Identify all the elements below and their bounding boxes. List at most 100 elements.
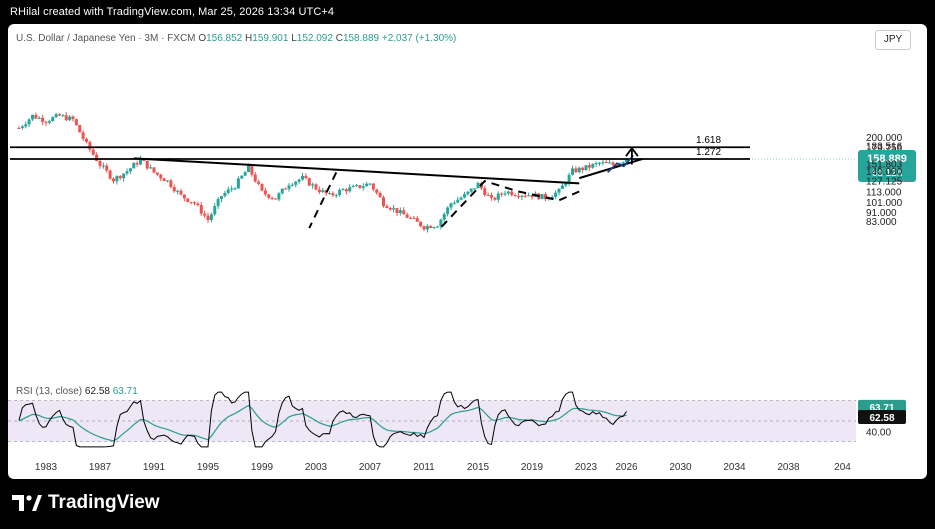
chart-attribution: RHilal created with TradingView.com, Mar… xyxy=(10,6,335,18)
candle-body xyxy=(540,194,544,200)
candle-body xyxy=(469,188,473,192)
candle-body xyxy=(392,208,396,210)
change-value: +2.037 (+1.30%) xyxy=(381,33,457,44)
candle-body xyxy=(149,167,153,169)
tradingview-logo: TradingView xyxy=(12,492,160,514)
trendline xyxy=(133,157,580,185)
candle-body xyxy=(24,124,28,127)
last-price-label: 158.889 xyxy=(867,153,907,165)
candle-body xyxy=(81,132,85,139)
candle-body xyxy=(307,178,311,186)
candle-body xyxy=(270,197,274,199)
candle-body xyxy=(31,114,34,120)
currency-button[interactable]: JPY xyxy=(875,30,911,50)
candle-body xyxy=(574,168,578,173)
candle-body xyxy=(101,165,105,167)
candle-body xyxy=(517,195,520,197)
time-axis[interactable]: 1983 1987 1991 1995 1999 2003 2007 2011 2015 2019… xyxy=(35,462,851,473)
candle-body xyxy=(398,210,402,214)
candle-body xyxy=(587,165,591,168)
price-axis-label: 91.000 xyxy=(866,208,897,219)
candle-body xyxy=(486,195,490,197)
candle-body xyxy=(341,189,345,191)
candle-body xyxy=(334,194,338,196)
candle-body xyxy=(584,165,588,170)
candle-body xyxy=(54,114,58,118)
candle-body xyxy=(172,187,176,192)
candle-body xyxy=(557,188,561,193)
time-axis-label: 2011 xyxy=(413,462,435,473)
candle-body xyxy=(348,187,352,192)
candle-body xyxy=(179,190,183,195)
candle-body xyxy=(598,162,601,164)
candle-body xyxy=(375,189,379,193)
candle-body xyxy=(37,117,41,119)
time-axis-label: 2034 xyxy=(723,462,746,473)
candle-body xyxy=(608,162,612,164)
candle-body xyxy=(105,165,109,171)
price-axis-label: 200.000 xyxy=(866,133,903,144)
candle-body xyxy=(260,183,264,191)
candle-body xyxy=(476,182,480,189)
candle-body xyxy=(513,195,517,197)
symbol-legend[interactable]: U.S. Dollar / Japanese Yen · 3M · FXCM O… xyxy=(16,33,456,44)
candle-body xyxy=(287,185,291,189)
candle-body xyxy=(267,194,271,198)
candle-body xyxy=(233,188,237,190)
rsi-pane xyxy=(8,391,856,448)
candle-body xyxy=(118,176,122,179)
candle-body xyxy=(47,121,51,123)
candle-body xyxy=(220,196,223,200)
candle-body xyxy=(128,168,132,172)
candle-body xyxy=(78,125,82,133)
candle-body xyxy=(290,184,294,186)
candle-body xyxy=(581,167,585,170)
time-axis-label: 2015 xyxy=(467,462,490,473)
time-axis-label: 1991 xyxy=(143,462,166,473)
rsi-legend[interactable]: RSI (13, close) 62.58 63.71 xyxy=(16,386,138,397)
candle-body xyxy=(567,174,571,184)
price-axis-label: 127.125 xyxy=(866,176,903,187)
candle-body xyxy=(294,181,298,185)
candle-body xyxy=(365,183,369,187)
candle-body xyxy=(41,117,45,122)
candle-body xyxy=(115,176,119,182)
time-axis-label: 204 xyxy=(834,462,851,473)
candles xyxy=(17,112,628,233)
candle-body xyxy=(405,214,409,218)
dashed-retest-path xyxy=(440,179,580,228)
candle-body xyxy=(358,185,362,188)
time-axis-label: 1983 xyxy=(35,462,58,473)
candle-body xyxy=(611,162,615,165)
candle-body xyxy=(530,195,534,198)
candle-body xyxy=(317,189,321,193)
candle-body xyxy=(601,162,605,164)
candle-body xyxy=(152,167,156,173)
candle-body xyxy=(614,164,618,166)
candle-body xyxy=(135,163,139,165)
chart-panel[interactable]: 1.618 1.272 200.000 183.516 179.756 158.889 6… xyxy=(8,24,927,479)
target-arrow-head xyxy=(625,146,639,157)
candle-body xyxy=(91,149,95,155)
candle-body xyxy=(344,189,348,192)
candle-body xyxy=(186,198,190,202)
candle-body xyxy=(213,206,217,215)
dashed-projection-line xyxy=(308,171,338,229)
candle-body xyxy=(20,126,24,129)
price-axis-label: 101.000 xyxy=(866,198,903,209)
candle-body xyxy=(493,197,497,200)
fib-level-label: 1.618 xyxy=(696,135,721,146)
high-value: 159.901 xyxy=(252,33,289,44)
candle-body xyxy=(442,214,446,220)
candle-body xyxy=(34,114,38,119)
fib-level-label: 1.272 xyxy=(696,147,721,158)
candle-body xyxy=(226,189,230,193)
candle-body xyxy=(108,170,112,179)
candle-body xyxy=(216,199,220,207)
rsi-value-tag xyxy=(858,410,906,425)
candle-body xyxy=(139,158,142,165)
candle-body xyxy=(483,188,487,196)
candle-body xyxy=(395,208,399,214)
